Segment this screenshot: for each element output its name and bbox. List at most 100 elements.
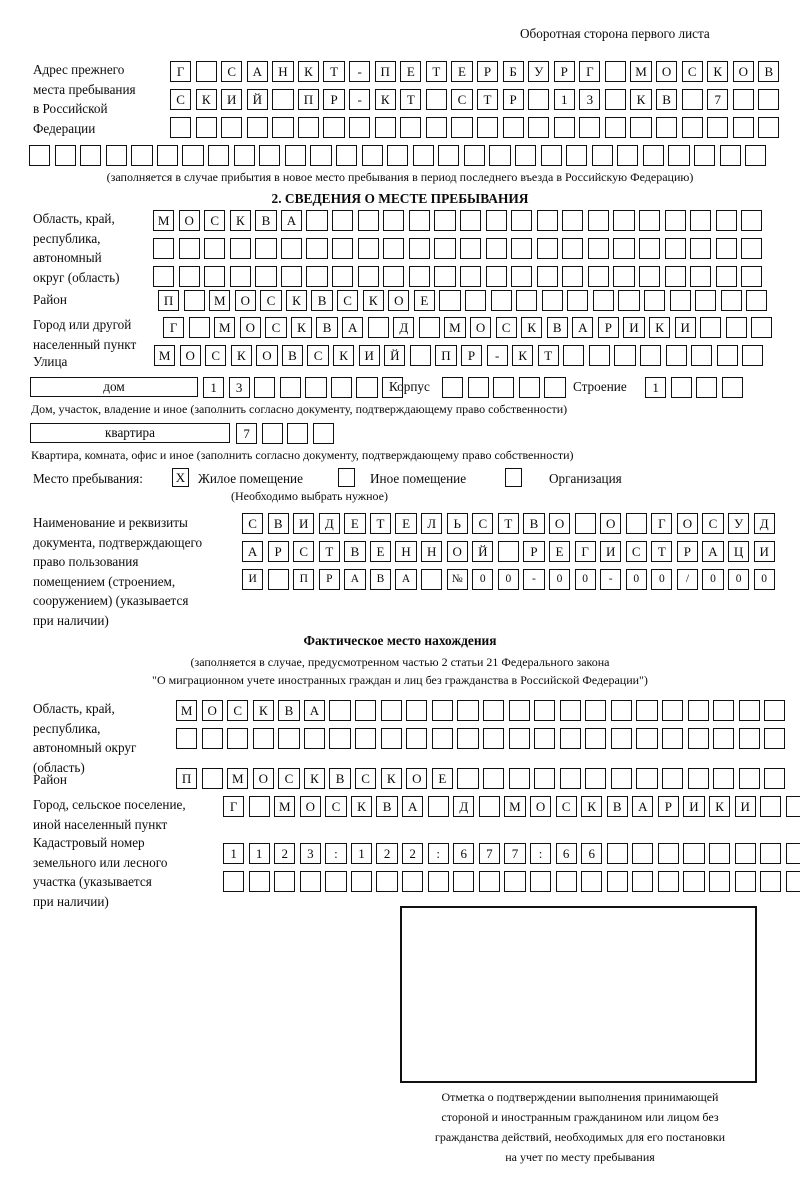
form-cell[interactable] <box>657 871 680 892</box>
form-cell[interactable]: С <box>702 513 724 534</box>
form-cell[interactable] <box>508 768 530 789</box>
form-cell[interactable] <box>632 871 654 892</box>
form-cell[interactable]: К <box>333 345 355 366</box>
form-cell[interactable]: К <box>285 290 308 311</box>
form-cell[interactable] <box>732 117 754 138</box>
form-cell[interactable] <box>540 145 562 166</box>
form-cell[interactable] <box>536 238 558 259</box>
form-cell[interactable] <box>687 700 709 721</box>
form-cell[interactable]: П <box>374 61 396 82</box>
form-cell[interactable]: Г <box>170 61 192 82</box>
form-cell[interactable] <box>642 145 665 166</box>
form-cell[interactable] <box>272 117 294 138</box>
form-cell[interactable] <box>741 210 763 231</box>
form-cell[interactable] <box>668 145 690 166</box>
form-cell[interactable] <box>559 728 581 749</box>
form-cell[interactable] <box>361 145 383 166</box>
cadastral-row-2[interactable] <box>223 871 800 892</box>
form-cell[interactable]: С <box>293 541 315 562</box>
form-cell[interactable] <box>618 290 640 311</box>
form-cell[interactable]: К <box>362 290 384 311</box>
form-cell[interactable] <box>760 843 782 864</box>
stroenie-cells[interactable]: 1 <box>645 377 747 398</box>
form-cell[interactable] <box>502 117 524 138</box>
form-cell[interactable] <box>131 145 153 166</box>
form-cell[interactable]: В <box>329 768 351 789</box>
form-cell[interactable]: Ц <box>727 541 750 562</box>
stamp-box[interactable] <box>400 906 757 1083</box>
form-cell[interactable] <box>459 238 482 259</box>
form-cell[interactable]: А <box>280 210 303 231</box>
form-cell[interactable] <box>664 210 686 231</box>
form-cell[interactable] <box>528 89 550 110</box>
form-cell[interactable]: К <box>512 345 534 366</box>
form-cell[interactable]: 2 <box>402 843 424 864</box>
form-cell[interactable]: Е <box>395 513 417 534</box>
form-cell[interactable] <box>332 238 354 259</box>
form-cell[interactable] <box>233 145 255 166</box>
form-cell[interactable]: У <box>528 61 550 82</box>
form-cell[interactable] <box>713 728 735 749</box>
form-cell[interactable] <box>758 117 780 138</box>
stay-type-checkbox-residential[interactable]: X <box>172 468 189 487</box>
form-cell[interactable] <box>350 871 373 892</box>
form-cell[interactable] <box>508 728 530 749</box>
form-cell[interactable] <box>715 210 737 231</box>
korpus-cells[interactable] <box>442 377 570 398</box>
form-cell[interactable] <box>457 728 479 749</box>
form-cell[interactable] <box>476 117 499 138</box>
form-cell[interactable] <box>387 145 409 166</box>
form-cell[interactable] <box>223 871 245 892</box>
prev-address-row-3[interactable] <box>170 117 784 138</box>
form-cell[interactable]: 1 <box>203 377 225 398</box>
form-cell[interactable]: В <box>606 796 628 817</box>
form-cell[interactable] <box>284 145 306 166</box>
form-cell[interactable]: Л <box>421 513 443 534</box>
form-cell[interactable] <box>690 266 712 287</box>
form-cell[interactable] <box>636 700 658 721</box>
form-cell[interactable] <box>567 290 589 311</box>
form-cell[interactable]: 0 <box>548 569 571 590</box>
form-cell[interactable]: С <box>260 290 282 311</box>
form-cell[interactable] <box>715 266 737 287</box>
form-cell[interactable] <box>490 290 512 311</box>
form-cell[interactable] <box>305 377 327 398</box>
form-cell[interactable] <box>254 377 276 398</box>
form-cell[interactable] <box>604 61 627 82</box>
form-cell[interactable] <box>349 117 371 138</box>
form-cell[interactable] <box>156 145 179 166</box>
form-cell[interactable]: А <box>242 541 264 562</box>
form-cell[interactable] <box>713 768 735 789</box>
form-cell[interactable]: О <box>548 513 571 534</box>
form-cell[interactable] <box>332 210 354 231</box>
form-cell[interactable]: Т <box>323 61 345 82</box>
form-cell[interactable] <box>497 541 519 562</box>
form-cell[interactable]: О <box>239 317 261 338</box>
form-cell[interactable] <box>516 290 538 311</box>
form-cell[interactable] <box>695 290 717 311</box>
form-cell[interactable]: Р <box>323 89 345 110</box>
form-cell[interactable] <box>566 145 588 166</box>
form-cell[interactable] <box>613 210 635 231</box>
form-cell[interactable]: Н <box>395 541 417 562</box>
form-cell[interactable]: К <box>229 210 251 231</box>
form-cell[interactable] <box>178 266 200 287</box>
form-cell[interactable] <box>153 266 175 287</box>
form-cell[interactable] <box>54 145 76 166</box>
form-cell[interactable] <box>303 728 326 749</box>
form-cell[interactable] <box>306 266 328 287</box>
form-cell[interactable]: И <box>734 796 756 817</box>
form-cell[interactable]: Р <box>460 345 483 366</box>
form-cell[interactable] <box>687 768 709 789</box>
form-cell[interactable]: 1 <box>223 843 245 864</box>
form-cell[interactable] <box>700 317 722 338</box>
form-cell[interactable] <box>696 377 718 398</box>
form-cell[interactable]: С <box>625 541 647 562</box>
form-cell[interactable] <box>183 290 205 311</box>
form-cell[interactable] <box>208 145 230 166</box>
